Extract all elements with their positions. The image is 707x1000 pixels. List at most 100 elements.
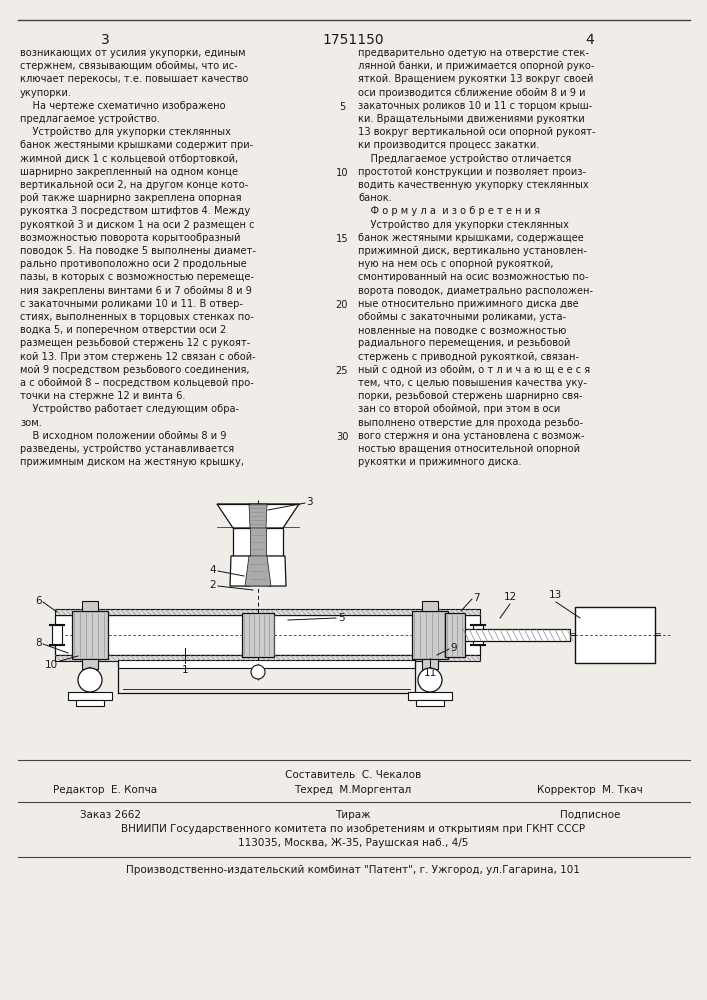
Text: 13: 13 xyxy=(549,590,561,600)
Text: 3: 3 xyxy=(306,497,312,507)
Text: рой также шарнирно закреплена опорная: рой также шарнирно закреплена опорная xyxy=(20,193,242,203)
Text: зан со второй обоймой, при этом в оси: зан со второй обоймой, при этом в оси xyxy=(358,404,560,414)
Text: 25: 25 xyxy=(336,366,349,376)
Text: 15: 15 xyxy=(336,234,349,244)
Text: зом.: зом. xyxy=(20,418,42,428)
Text: ния закреплены винтами 6 и 7 обоймы 8 и 9: ния закреплены винтами 6 и 7 обоймы 8 и … xyxy=(20,286,252,296)
Text: Редактор  Е. Копча: Редактор Е. Копча xyxy=(53,785,157,795)
Circle shape xyxy=(78,668,102,692)
Text: с закаточными роликами 10 и 11. В отвер-: с закаточными роликами 10 и 11. В отвер- xyxy=(20,299,243,309)
Bar xyxy=(242,613,274,657)
Circle shape xyxy=(251,665,265,679)
Text: 7: 7 xyxy=(473,593,479,603)
Text: 10: 10 xyxy=(336,168,349,178)
Text: укупорки.: укупорки. xyxy=(20,88,72,98)
Text: В исходном положении обоймы 8 и 9: В исходном положении обоймы 8 и 9 xyxy=(20,431,226,441)
Text: ностью вращения относительной опорной: ностью вращения относительной опорной xyxy=(358,444,580,454)
Text: 12: 12 xyxy=(503,592,517,602)
Text: лянной банки, и прижимается опорной руко-: лянной банки, и прижимается опорной руко… xyxy=(358,61,595,71)
Text: новленные на поводке с возможностью: новленные на поводке с возможностью xyxy=(358,325,566,335)
Text: жимной диск 1 с кольцевой отбортовкой,: жимной диск 1 с кольцевой отбортовкой, xyxy=(20,154,238,164)
Text: рукояткой 3 и диском 1 на оси 2 размещен с: рукояткой 3 и диском 1 на оси 2 размещен… xyxy=(20,220,255,230)
Text: Устройство для укупорки стеклянных: Устройство для укупорки стеклянных xyxy=(20,127,231,137)
Text: 1751150: 1751150 xyxy=(322,33,384,47)
Text: 2: 2 xyxy=(209,580,216,590)
Bar xyxy=(416,700,444,706)
Text: 4: 4 xyxy=(585,33,595,47)
Bar xyxy=(445,613,465,657)
Text: возможностью поворота корытообразный: возможностью поворота корытообразный xyxy=(20,233,240,243)
Text: Корректор  М. Ткач: Корректор М. Ткач xyxy=(537,785,643,795)
Text: обоймы с закаточными роликами, уста-: обоймы с закаточными роликами, уста- xyxy=(358,312,566,322)
Text: ный с одной из обойм, о т л и ч а ю щ е е с я: ный с одной из обойм, о т л и ч а ю щ е … xyxy=(358,365,590,375)
Polygon shape xyxy=(217,504,299,528)
Text: На чертеже схематично изображено: На чертеже схематично изображено xyxy=(20,101,226,111)
Bar xyxy=(473,625,483,645)
Text: яткой. Вращением рукоятки 13 вокруг своей: яткой. Вращением рукоятки 13 вокруг свое… xyxy=(358,74,593,84)
Text: вого стержня и она установлена с возмож-: вого стержня и она установлена с возмож- xyxy=(358,431,585,441)
Bar xyxy=(422,601,438,611)
Text: Устройство работает следующим обра-: Устройство работает следующим обра- xyxy=(20,404,239,414)
Text: ки. Вращательными движениями рукоятки: ки. Вращательными движениями рукоятки xyxy=(358,114,585,124)
Text: 9: 9 xyxy=(450,643,457,653)
Text: вертикальной оси 2, на другом конце кото-: вертикальной оси 2, на другом конце кото… xyxy=(20,180,248,190)
Text: закаточных роликов 10 и 11 с торцом крыш-: закаточных роликов 10 и 11 с торцом крыш… xyxy=(358,101,592,111)
Text: кой 13. При этом стержень 12 связан с обой-: кой 13. При этом стержень 12 связан с об… xyxy=(20,352,256,362)
Polygon shape xyxy=(245,556,271,586)
Text: Техред  М.Моргентал: Техред М.Моргентал xyxy=(294,785,411,795)
Text: Подписное: Подписное xyxy=(560,810,620,820)
Text: 10: 10 xyxy=(45,660,58,670)
Text: прижимным диском на жестяную крышку,: прижимным диском на жестяную крышку, xyxy=(20,457,244,467)
Text: Устройство для укупорки стеклянных: Устройство для укупорки стеклянных xyxy=(358,220,569,230)
Text: 30: 30 xyxy=(336,432,349,442)
Bar xyxy=(68,692,112,700)
Bar xyxy=(118,660,415,668)
Text: Производственно-издательский комбинат "Патент", г. Ужгород, ул.Гагарина, 101: Производственно-издательский комбинат "П… xyxy=(126,865,580,875)
Text: а с обоймой 8 – посредством кольцевой про-: а с обоймой 8 – посредством кольцевой пр… xyxy=(20,378,254,388)
Text: ключает перекосы, т.е. повышает качество: ключает перекосы, т.е. повышает качество xyxy=(20,74,248,84)
Bar xyxy=(422,659,438,669)
Text: Заказ 2662: Заказ 2662 xyxy=(80,810,141,820)
Bar xyxy=(55,655,480,661)
Bar xyxy=(72,611,108,659)
Text: мой 9 посредством резьбового соединения,: мой 9 посредством резьбового соединения, xyxy=(20,365,250,375)
Text: 20: 20 xyxy=(336,300,349,310)
Text: банок жестяными крышками содержит при-: банок жестяными крышками содержит при- xyxy=(20,140,253,150)
Text: возникающих от усилия укупорки, единым: возникающих от усилия укупорки, единым xyxy=(20,48,245,58)
Text: ные относительно прижимного диска две: ные относительно прижимного диска две xyxy=(358,299,578,309)
Bar xyxy=(76,700,104,706)
Text: водка 5, и поперечном отверстии оси 2: водка 5, и поперечном отверстии оси 2 xyxy=(20,325,226,335)
Text: стиях, выполненных в торцовых стенках по-: стиях, выполненных в торцовых стенках по… xyxy=(20,312,254,322)
Polygon shape xyxy=(249,504,267,528)
Text: стержнем, связывающим обоймы, что ис-: стержнем, связывающим обоймы, что ис- xyxy=(20,61,238,71)
Text: банок.: банок. xyxy=(358,193,392,203)
Bar xyxy=(55,609,480,615)
Text: смонтированный на осис возможностью по-: смонтированный на осис возможностью по- xyxy=(358,272,589,282)
Text: 1: 1 xyxy=(182,665,188,675)
Text: рально противоположно оси 2 продольные: рально противоположно оси 2 продольные xyxy=(20,259,247,269)
Bar xyxy=(55,615,480,655)
Text: предлагаемое устройство.: предлагаемое устройство. xyxy=(20,114,160,124)
Bar xyxy=(82,601,98,611)
Text: пазы, в которых с возможностью перемеще-: пазы, в которых с возможностью перемеще- xyxy=(20,272,254,282)
Text: Ф о р м у л а  и з о б р е т е н и я: Ф о р м у л а и з о б р е т е н и я xyxy=(358,206,540,216)
Text: банок жестяными крышками, содержащее: банок жестяными крышками, содержащее xyxy=(358,233,584,243)
Text: 8: 8 xyxy=(35,638,42,648)
Bar xyxy=(408,692,452,700)
Text: тем, что, с целью повышения качества уку-: тем, что, с целью повышения качества уку… xyxy=(358,378,587,388)
Bar xyxy=(575,607,655,663)
Text: шарнирно закрепленный на одном конце: шарнирно закрепленный на одном конце xyxy=(20,167,238,177)
Bar xyxy=(460,629,570,641)
Text: точки на стержне 12 и винта 6.: точки на стержне 12 и винта 6. xyxy=(20,391,185,401)
Text: Составитель  С. Чекалов: Составитель С. Чекалов xyxy=(285,770,421,780)
Bar xyxy=(82,659,98,669)
Text: оси производится сближение обойм 8 и 9 и: оси производится сближение обойм 8 и 9 и xyxy=(358,88,585,98)
Text: прижимной диск, вертикально установлен-: прижимной диск, вертикально установлен- xyxy=(358,246,587,256)
Bar xyxy=(233,528,283,556)
Text: ВНИИПИ Государственного комитета по изобретениям и открытиям при ГКНТ СССР: ВНИИПИ Государственного комитета по изоб… xyxy=(121,824,585,834)
Text: простотой конструкции и позволяет произ-: простотой конструкции и позволяет произ- xyxy=(358,167,586,177)
Text: 3: 3 xyxy=(100,33,110,47)
Text: рукоятки и прижимного диска.: рукоятки и прижимного диска. xyxy=(358,457,522,467)
Text: 5: 5 xyxy=(338,613,344,623)
Text: поводок 5. На поводке 5 выполнены диамет-: поводок 5. На поводке 5 выполнены диамет… xyxy=(20,246,256,256)
